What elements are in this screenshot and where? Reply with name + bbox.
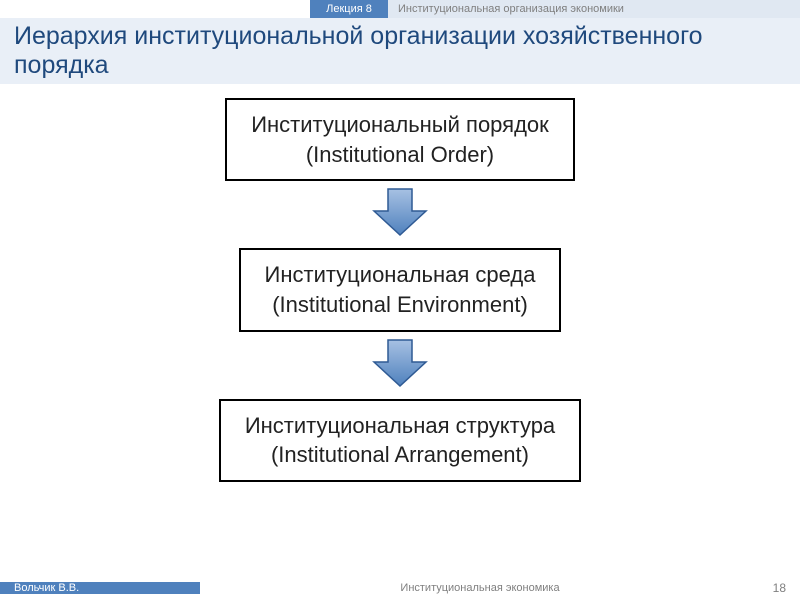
box-line: (Institutional Order) (251, 140, 549, 170)
subject-label: Институциональная организация экономики (388, 0, 800, 18)
box-line: Институциональная структура (245, 411, 555, 441)
footer-center: Институциональная экономика (200, 582, 760, 594)
box-institutional-order: Институциональный порядок (Institutional… (225, 98, 575, 181)
arrow-down (372, 338, 428, 393)
top-bar-spacer (0, 0, 310, 18)
footer: Вольчик В.В. Институциональная экономика… (0, 576, 800, 600)
lecture-label: Лекция 8 (310, 0, 388, 18)
arrow-down-icon (372, 187, 428, 237)
page-title: Иерархия институциональной организации х… (14, 22, 800, 80)
arrow-down (372, 187, 428, 242)
top-bar: Лекция 8 Институциональная организация э… (0, 0, 800, 18)
box-line: Институциональная среда (265, 260, 536, 290)
box-institutional-environment: Институциональная среда (Institutional E… (239, 248, 562, 331)
box-institutional-arrangement: Институциональная структура (Institution… (219, 399, 581, 482)
title-band: Иерархия институциональной организации х… (0, 18, 800, 84)
arrow-down-icon (372, 338, 428, 388)
box-line: Институциональный порядок (251, 110, 549, 140)
slide: Лекция 8 Институциональная организация э… (0, 0, 800, 600)
box-line: (Institutional Arrangement) (245, 440, 555, 470)
footer-page-number: 18 (760, 581, 800, 595)
footer-author: Вольчик В.В. (0, 582, 200, 594)
diagram: Институциональный порядок (Institutional… (0, 92, 800, 576)
box-line: (Institutional Environment) (265, 290, 536, 320)
